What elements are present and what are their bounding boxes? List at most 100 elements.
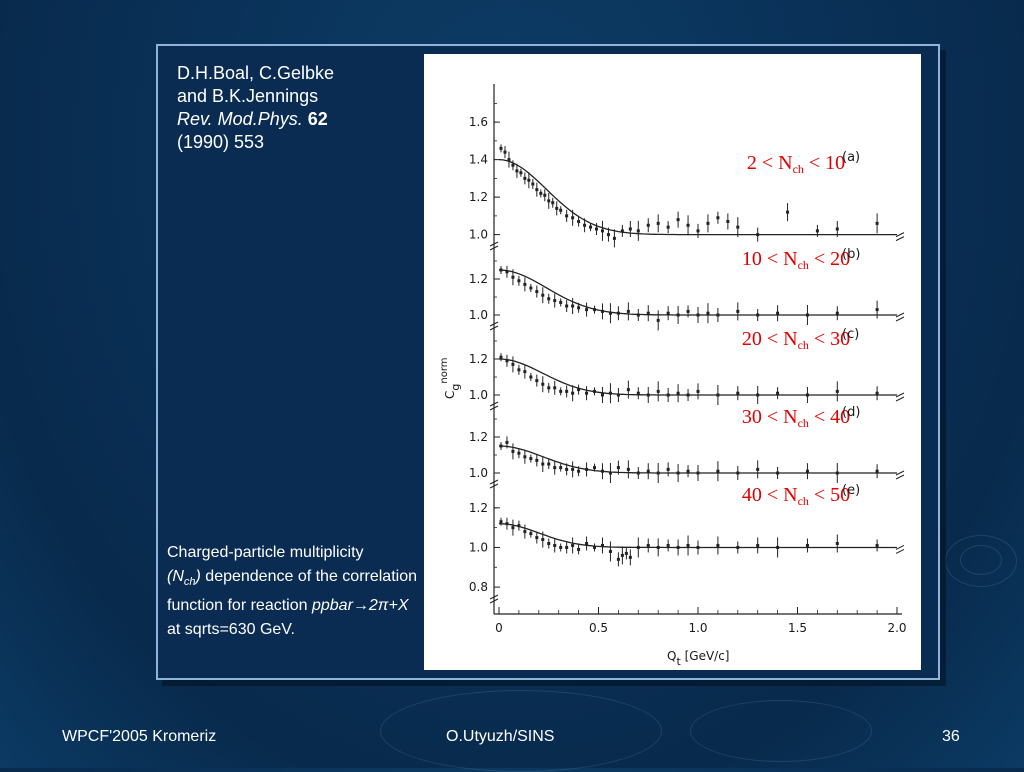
- caption-reaction: ppbar→2π+X: [311, 597, 409, 615]
- data-point: [527, 178, 531, 182]
- data-point: [499, 146, 503, 150]
- data-point: [559, 545, 563, 549]
- data-point: [531, 182, 535, 186]
- data-point: [616, 311, 620, 315]
- data-point: [608, 549, 612, 553]
- data-point: [517, 368, 521, 372]
- data-point: [875, 308, 879, 312]
- data-point: [553, 466, 557, 470]
- data-point: [571, 304, 575, 308]
- data-point: [656, 221, 660, 225]
- data-point: [565, 214, 569, 218]
- data-point: [628, 227, 632, 231]
- data-point: [511, 449, 515, 453]
- y-axis-label: Cgnorm: [439, 357, 462, 399]
- data-point: [606, 233, 610, 237]
- data-point: [517, 279, 521, 283]
- range-label-part: ch: [798, 494, 809, 508]
- background-ripple: [690, 700, 872, 762]
- data-point: [686, 309, 690, 313]
- panel-letter: (e): [842, 483, 860, 498]
- data-point: [646, 223, 650, 227]
- y-tick-label: 1.2: [469, 352, 488, 366]
- data-point: [585, 467, 589, 471]
- data-point: [511, 275, 515, 279]
- data-point: [517, 524, 521, 528]
- data-point: [616, 466, 620, 470]
- range-label-part: ch: [798, 416, 809, 430]
- axis-break-left: [489, 479, 499, 489]
- data-point: [541, 382, 545, 386]
- data-point: [515, 169, 519, 173]
- data-point: [624, 551, 628, 555]
- range-label-part: 40 < N: [742, 484, 798, 506]
- data-point: [696, 229, 700, 233]
- data-point: [620, 553, 624, 557]
- data-point: [835, 389, 839, 393]
- reference-authors-line2: and B.K.Jennings: [177, 86, 319, 106]
- x-tick-label: 0.5: [589, 621, 608, 635]
- data-point: [776, 391, 780, 395]
- y-axis-label-part: g: [449, 384, 462, 391]
- data-point: [756, 233, 760, 237]
- reference-journal-line: Rev. Mod.Phys. 62: [177, 108, 334, 131]
- reference-text: D.H.Boal, C.Gelbke and B.K.Jennings Rev.…: [177, 62, 334, 154]
- data-point: [756, 467, 760, 471]
- data-point: [547, 541, 551, 545]
- y-tick-label: 1.0: [469, 466, 488, 480]
- data-point: [626, 309, 630, 313]
- reference-journal: Rev. Mod.Phys.: [177, 109, 303, 129]
- data-point: [756, 543, 760, 547]
- data-point: [608, 391, 612, 395]
- data-point: [646, 393, 650, 397]
- data-point: [585, 391, 589, 395]
- correlation-plot: 1.01.21.41.62 < Nch < 10(a)1.01.210 < Nc…: [439, 84, 907, 668]
- x-axis-label-part: [GeV/c]: [681, 649, 730, 663]
- data-point: [585, 308, 589, 312]
- x-tick-label: 1.5: [788, 621, 807, 635]
- data-point: [676, 218, 680, 222]
- data-point: [559, 389, 563, 393]
- axis-break-left: [489, 241, 499, 251]
- data-point: [511, 362, 515, 366]
- data-point: [523, 530, 527, 534]
- range-label-part: ch: [798, 258, 809, 272]
- data-point: [589, 225, 593, 229]
- y-tick-label: 1.2: [469, 272, 488, 286]
- data-point: [529, 375, 533, 379]
- data-point: [541, 293, 545, 297]
- data-point: [523, 176, 527, 180]
- multiplicity-range-label: 40 < Nch < 50: [742, 484, 850, 508]
- range-label-part: ch: [798, 338, 809, 352]
- data-point: [608, 471, 612, 475]
- range-label-part: 30 < N: [742, 406, 798, 428]
- data-point: [835, 471, 839, 475]
- data-point: [626, 467, 630, 471]
- x-axis-label-part: t: [676, 655, 681, 668]
- data-point: [583, 223, 587, 227]
- data-point: [776, 545, 780, 549]
- panel-letter: (a): [842, 150, 860, 165]
- data-point: [696, 545, 700, 549]
- reference-year-pages: (1990) 553: [177, 132, 265, 152]
- data-point: [553, 299, 557, 303]
- data-point: [696, 389, 700, 393]
- data-point: [547, 386, 551, 390]
- data-point: [600, 229, 604, 233]
- data-point: [636, 229, 640, 233]
- background-ripple: [960, 545, 1002, 575]
- axis-break-right: [895, 232, 905, 242]
- data-point: [565, 389, 569, 393]
- data-point: [511, 526, 515, 530]
- caption-part3: at sqrts=630 GeV.: [167, 621, 295, 639]
- data-point: [499, 444, 503, 448]
- data-point: [646, 543, 650, 547]
- data-point: [535, 458, 539, 462]
- y-axis-label-part: norm: [439, 357, 450, 383]
- range-label-part: < 20: [809, 248, 850, 270]
- data-point: [593, 466, 597, 470]
- data-point: [511, 163, 515, 167]
- data-point: [585, 541, 589, 545]
- data-point: [656, 471, 660, 475]
- multiplicity-range-label: 30 < Nch < 40: [742, 406, 850, 430]
